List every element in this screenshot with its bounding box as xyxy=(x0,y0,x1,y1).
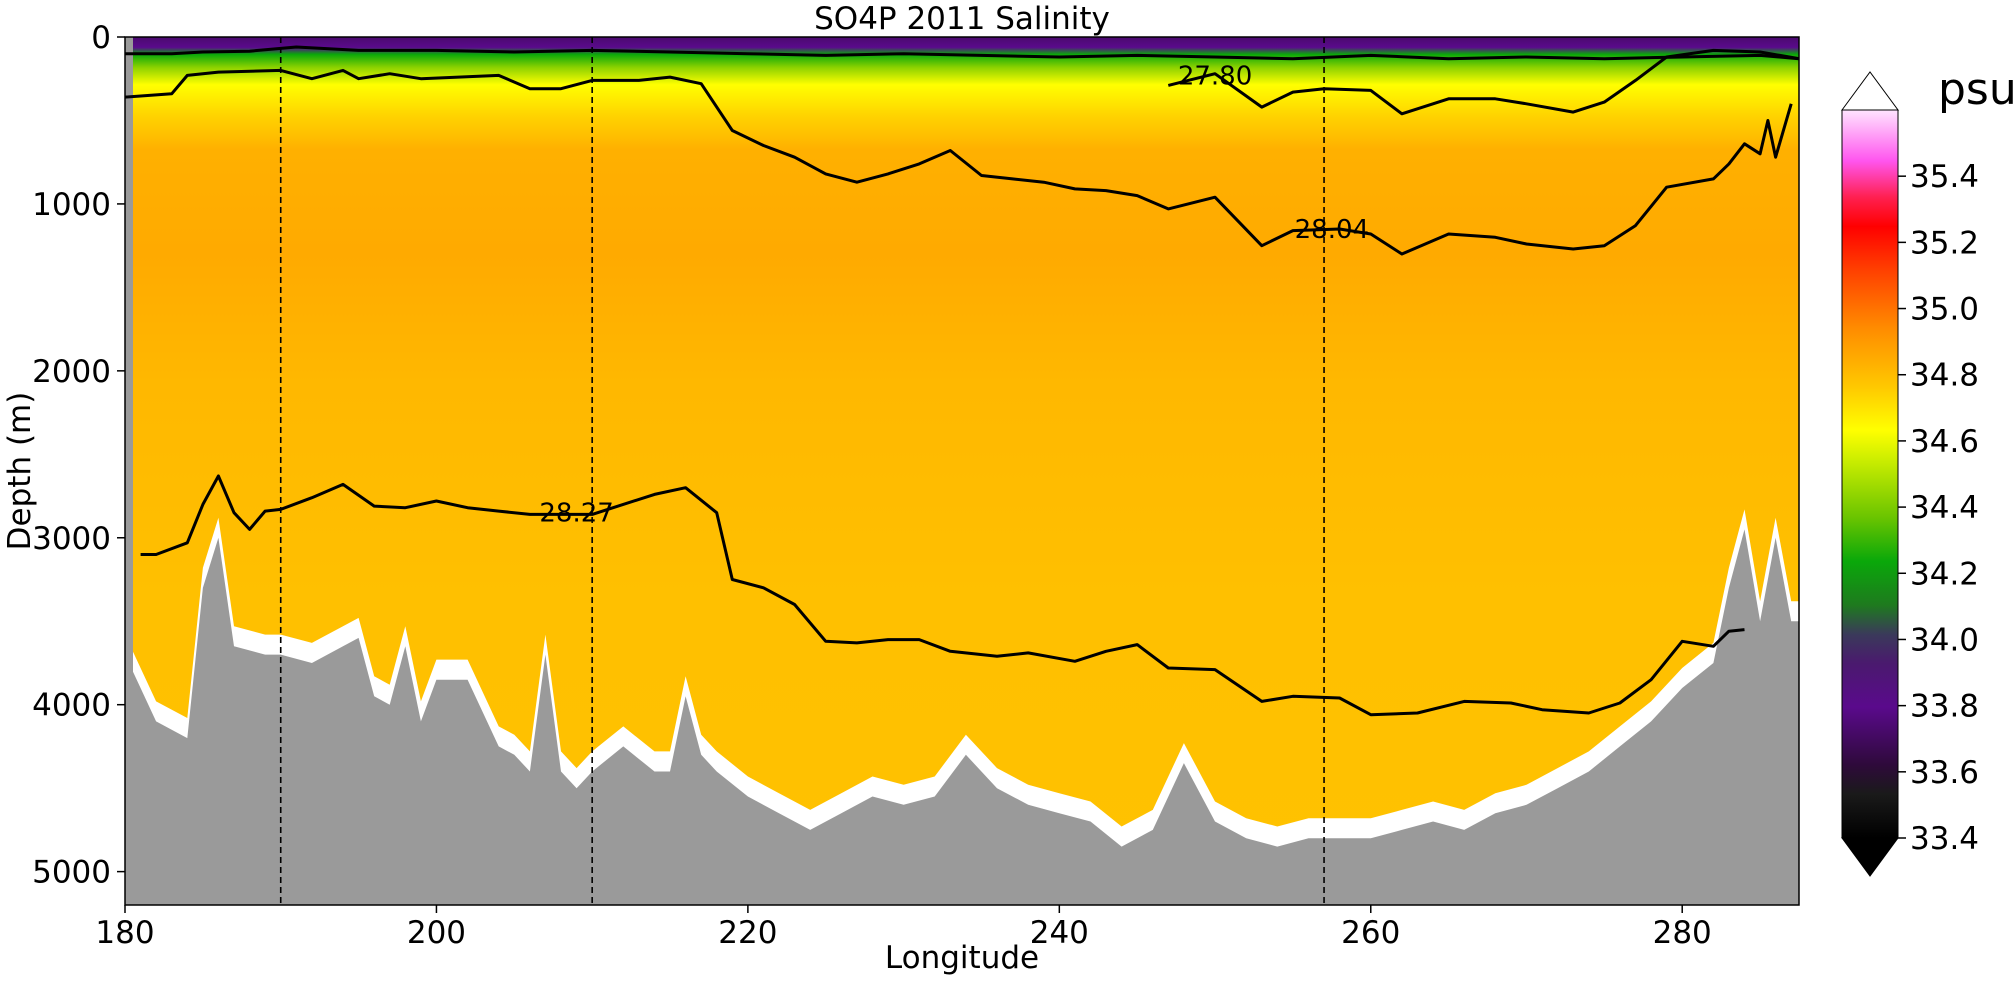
colorbar-tick-label: 34.8 xyxy=(1910,358,1979,394)
section-lines xyxy=(279,37,1325,905)
colorbar-tick-label: 33.4 xyxy=(1910,821,1979,857)
chart-title: SO4P 2011 Salinity xyxy=(814,1,1110,37)
contour-line xyxy=(125,45,1799,61)
colorbar-tick-label: 34.2 xyxy=(1910,556,1979,592)
colorbar-label: psu xyxy=(1938,64,2015,115)
colorbar-ticks: 33.4 33.6 33.8 34.0 34.2 34.4 34.6 34.8 35.0 35.2… xyxy=(1898,159,1979,857)
contour-label: 28.27 xyxy=(539,499,613,529)
colorbar-tick-label: 34.6 xyxy=(1910,424,1979,460)
x-tick-label: 260 xyxy=(1341,915,1400,951)
colorbar-gradient xyxy=(1842,110,1898,838)
colorbar-tick-label: 35.0 xyxy=(1910,292,1979,328)
colorbar-tick-label: 35.4 xyxy=(1910,159,1979,195)
contour-labels: 27.80 28.04 28.27 xyxy=(539,61,1369,528)
colorbar-tick-label: 35.2 xyxy=(1910,225,1979,261)
y-tick-label: 2000 xyxy=(32,354,111,390)
colorbar-tick-label: 33.8 xyxy=(1910,689,1979,725)
x-tick-label: 240 xyxy=(1030,915,1089,951)
colorbar-tick-label: 33.6 xyxy=(1910,755,1979,791)
contour-line xyxy=(140,474,1745,717)
x-tick-label: 280 xyxy=(1653,915,1712,951)
y-tick-label: 1000 xyxy=(32,187,111,223)
contour-line xyxy=(1167,48,1799,116)
contour-line xyxy=(125,68,1793,256)
x-tick-label: 180 xyxy=(95,915,154,951)
colorbar-tick-label: 34.4 xyxy=(1910,490,1979,526)
colorbar-extend-max xyxy=(1841,71,1899,111)
colorbar-tick-label: 34.0 xyxy=(1910,622,1979,658)
y-tick-label: 0 xyxy=(91,20,111,56)
x-axis: 180 200 220 240 260 280 xyxy=(95,905,1712,951)
y-tick-label: 5000 xyxy=(32,855,111,891)
plot-frame xyxy=(124,36,1800,906)
x-axis-label: Longitude xyxy=(885,940,1039,976)
y-axis: 0 1000 2000 3000 4000 5000 xyxy=(32,20,125,891)
y-tick-label: 3000 xyxy=(32,521,111,557)
contour-label: 27.80 xyxy=(1178,61,1252,91)
x-tick-label: 220 xyxy=(718,915,777,951)
x-tick-label: 200 xyxy=(407,915,466,951)
density-contours xyxy=(125,45,1799,717)
colorbar: 33.4 33.6 33.8 34.0 34.2 34.4 34.6 34.8 35.0 35.2… xyxy=(1841,64,2015,877)
colorbar-extend-min xyxy=(1841,837,1899,877)
colorbar-frame xyxy=(1841,109,1899,839)
left-land-boundary xyxy=(125,37,133,905)
seafloor-bathymetry xyxy=(125,529,1799,905)
y-axis-label: Depth (m) xyxy=(2,392,38,551)
contour-label: 28.04 xyxy=(1295,215,1369,245)
y-tick-label: 4000 xyxy=(32,688,111,724)
